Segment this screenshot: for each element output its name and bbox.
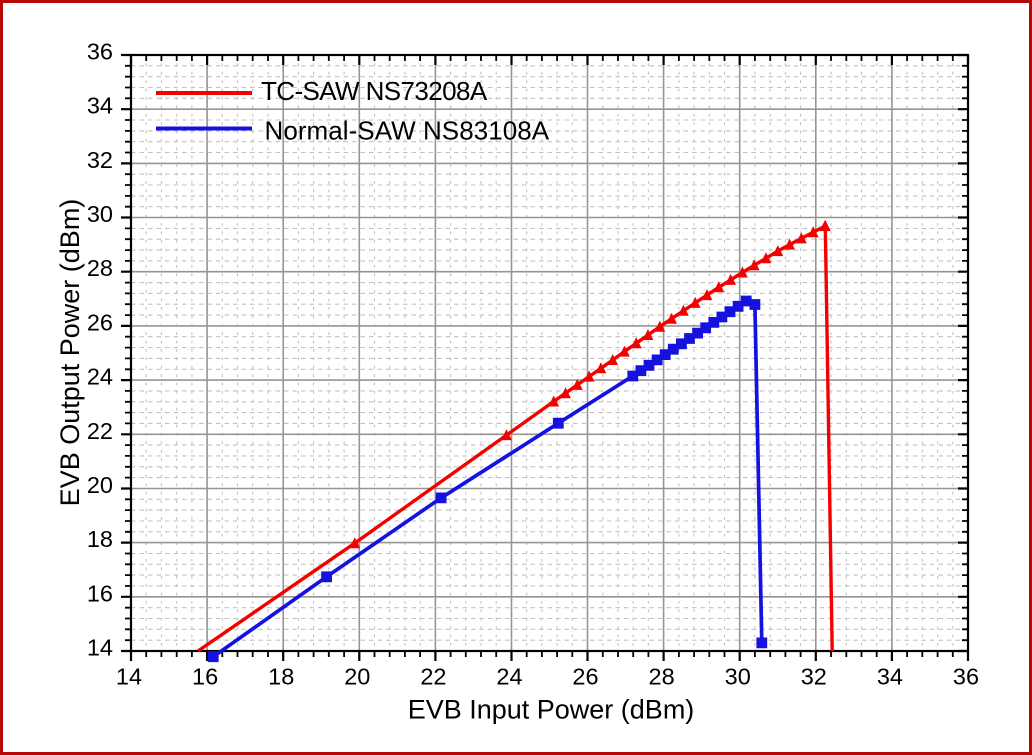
svg-text:34: 34: [877, 664, 903, 690]
svg-text:30: 30: [725, 664, 751, 690]
svg-text:22: 22: [87, 418, 113, 444]
svg-text:24: 24: [87, 364, 113, 390]
svg-text:36: 36: [953, 664, 979, 690]
svg-text:24: 24: [496, 664, 522, 690]
svg-text:32: 32: [87, 147, 113, 173]
svg-text:26: 26: [87, 309, 113, 335]
svg-text:28: 28: [87, 255, 113, 281]
svg-text:TC-SAW NS73208A: TC-SAW NS73208A: [261, 76, 488, 106]
svg-text:32: 32: [801, 664, 827, 690]
svg-text:30: 30: [87, 201, 113, 227]
svg-text:28: 28: [649, 664, 675, 690]
svg-text:26: 26: [572, 664, 598, 690]
svg-text:36: 36: [87, 39, 113, 65]
svg-text:16: 16: [87, 580, 113, 606]
svg-text:18: 18: [268, 664, 294, 690]
svg-text:34: 34: [87, 93, 113, 119]
svg-text:20: 20: [87, 472, 113, 498]
svg-text:14: 14: [116, 664, 142, 690]
svg-text:EVB Output Power (dBm): EVB Output Power (dBm): [55, 199, 85, 507]
svg-text:16: 16: [192, 664, 218, 690]
svg-text:Normal-SAW NS83108A: Normal-SAW NS83108A: [265, 115, 550, 145]
svg-text:22: 22: [420, 664, 446, 690]
svg-text:EVB Input Power (dBm): EVB Input Power (dBm): [408, 695, 695, 725]
svg-text:20: 20: [344, 664, 370, 690]
svg-text:18: 18: [87, 526, 113, 552]
svg-text:14: 14: [87, 635, 113, 661]
